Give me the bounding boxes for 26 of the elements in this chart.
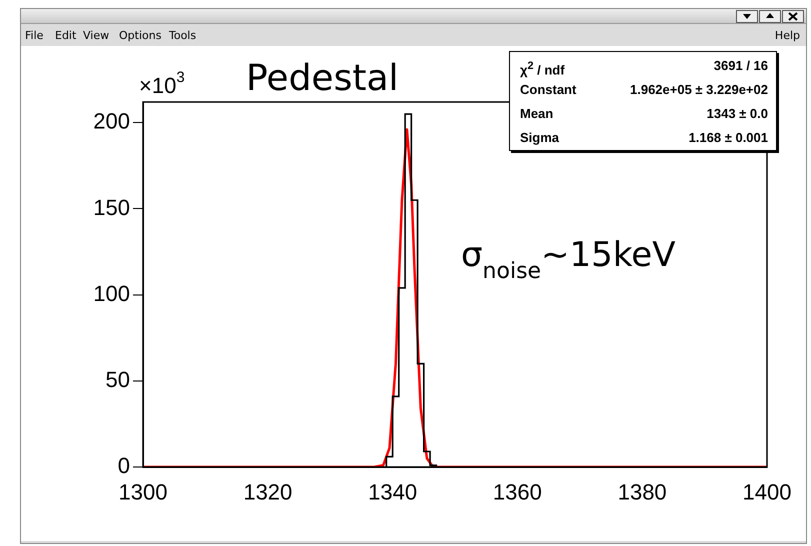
text: 1.962e+05 ± 3.229e+02 xyxy=(630,81,768,99)
x-tick-label: 1320 xyxy=(243,479,292,504)
x-tick-label: 1360 xyxy=(492,479,542,504)
text: View xyxy=(83,28,110,44)
text: Options xyxy=(119,28,162,44)
annotation: 1343 ± 0.0 xyxy=(706,105,768,123)
annotation: Mean xyxy=(520,105,554,123)
annotation: 1.168 ± 0.001 xyxy=(688,129,768,147)
text: Help xyxy=(774,28,800,44)
text: Constant xyxy=(520,81,576,99)
x-tick-label: 1340 xyxy=(368,479,418,504)
x-tick-label: 1380 xyxy=(618,479,667,504)
y-tick-label: 100 xyxy=(93,280,130,306)
y-tick-label: 200 xyxy=(93,108,130,134)
y-tick-label: 0 xyxy=(118,453,130,478)
text: χ$^{2}$ / ndf xyxy=(520,59,565,80)
y-tick-label: 50 xyxy=(106,366,130,392)
chart-title: Pedestal xyxy=(246,58,399,99)
y-tick-label: 150 xyxy=(93,194,130,220)
annotation: Sigma xyxy=(520,129,560,147)
text: File xyxy=(25,28,44,44)
x-tick-label: 1300 xyxy=(118,479,168,504)
text: Tools xyxy=(169,28,196,44)
x-tick-label: 1400 xyxy=(742,479,792,504)
text: 3691 / 16 xyxy=(714,57,768,75)
text: Edit xyxy=(55,28,76,44)
